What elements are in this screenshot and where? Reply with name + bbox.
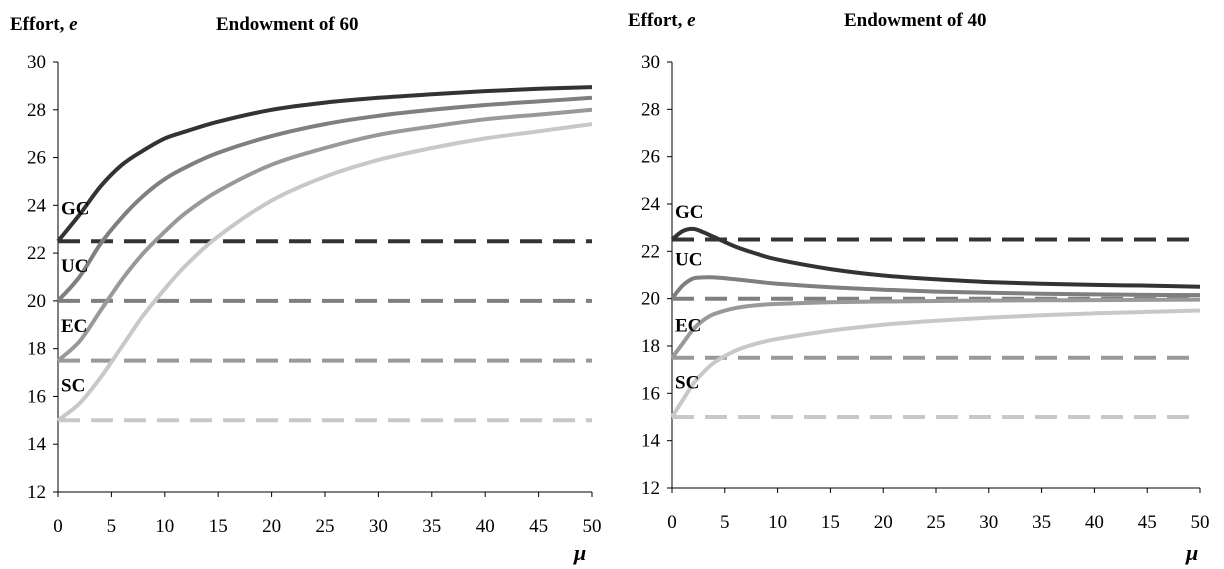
x-tick-label: 0: [667, 512, 677, 533]
y-tick-label: 20: [641, 289, 660, 310]
y-tick-label: 16: [641, 383, 660, 404]
y-tick-label: 14: [641, 431, 661, 452]
y-tick-label: 22: [27, 243, 46, 264]
chart-panel-endowment-60: Effort, e Endowment of 60 μ 12 14 16 18 20 22…: [10, 14, 602, 565]
x-tick-label: 35: [1032, 512, 1051, 533]
x-tick-label: 20: [874, 512, 893, 533]
x-tick-label: 30: [369, 516, 388, 537]
series-line-uc: [56, 95, 593, 303]
x-tick-label: 40: [1085, 512, 1104, 533]
x-tick-label: 25: [316, 516, 335, 537]
y-tick-label: 14: [27, 434, 47, 455]
y-tick-label: 12: [27, 482, 46, 503]
y-tick-label: 24: [641, 194, 661, 215]
series-label-sc: SC: [675, 373, 699, 394]
y-tick-label: 22: [641, 241, 660, 262]
y-tick-label: 18: [27, 339, 46, 360]
y-tick-label: 28: [27, 100, 46, 121]
y-axis-title: Effort, e: [628, 10, 696, 31]
x-tick-label: 20: [262, 516, 281, 537]
y-tick-label: 24: [27, 195, 47, 216]
series-label-ec: EC: [675, 316, 701, 337]
series-label-uc: UC: [61, 256, 88, 277]
y-tick-label: 12: [641, 478, 660, 499]
y-tick-label: 20: [27, 291, 46, 312]
y-axis-title: Effort, e: [10, 14, 78, 35]
y-tick-label: 26: [27, 148, 46, 169]
x-tick-label: 50: [1191, 512, 1210, 533]
line-chart-endowment-40: Effort, e Endowment of 40 μ 12 14 16 18 20 22…: [628, 10, 1210, 565]
y-tick-label: 18: [641, 336, 660, 357]
chart-title: Endowment of 60: [216, 14, 359, 35]
series-line-gc: [670, 226, 1201, 289]
y-tick-label: 16: [27, 386, 46, 407]
x-tick-label: 15: [209, 516, 228, 537]
series-line-ec: [670, 297, 1201, 360]
x-tick-label: 25: [927, 512, 946, 533]
series-line-gc: [56, 85, 593, 243]
line-chart-endowment-60: Effort, e Endowment of 60 μ 12 14 16 18 20 22…: [10, 14, 602, 565]
series-label-uc: UC: [675, 249, 702, 270]
x-tick-label: 5: [107, 516, 117, 537]
y-tick-label: 30: [641, 52, 660, 73]
x-axis-title: μ: [1185, 540, 1198, 565]
x-tick-label: 5: [720, 512, 730, 533]
chart-panel-endowment-40: Effort, e Endowment of 40 μ 12 14 16 18 20 22…: [612, 0, 1224, 569]
x-tick-label: 50: [583, 516, 602, 537]
y-tick-label: 30: [27, 52, 46, 73]
y-tick-label: 26: [641, 147, 660, 168]
chart-title: Endowment of 40: [844, 10, 987, 31]
x-tick-label: 10: [155, 516, 174, 537]
y-tick-label: 28: [641, 99, 660, 120]
series-label-ec: EC: [61, 316, 87, 337]
x-tick-label: 30: [979, 512, 998, 533]
x-tick-label: 45: [529, 516, 548, 537]
series-label-gc: GC: [61, 199, 90, 220]
x-axis-title: μ: [573, 540, 586, 565]
x-tick-label: 40: [476, 516, 495, 537]
x-tick-label: 45: [1138, 512, 1157, 533]
x-tick-label: 35: [422, 516, 441, 537]
series-line-sc: [56, 122, 593, 422]
series-line-sc: [670, 308, 1201, 419]
series-label-gc: GC: [675, 202, 704, 223]
series-line-uc: [670, 275, 1201, 300]
x-tick-label: 10: [768, 512, 787, 533]
x-tick-label: 15: [821, 512, 840, 533]
series-line-ec: [56, 107, 593, 363]
x-tick-label: 0: [53, 516, 63, 537]
series-label-sc: SC: [61, 376, 85, 397]
